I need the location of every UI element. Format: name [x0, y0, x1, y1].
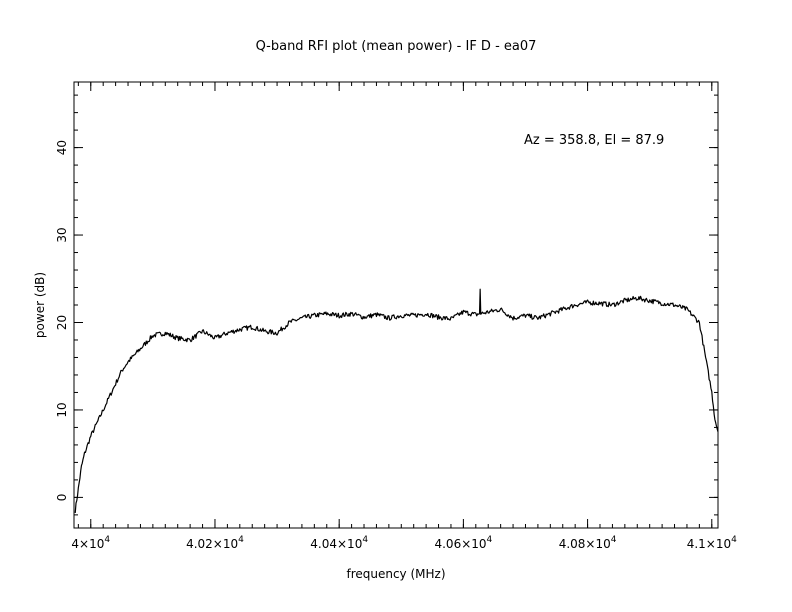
y-tick-label: 0 — [55, 494, 69, 502]
x-tick-label: 4.04×104 — [310, 535, 368, 551]
y-tick-label: 10 — [55, 402, 69, 417]
x-tick-label: 4×104 — [71, 535, 110, 551]
x-tick-label: 4.1×104 — [687, 535, 737, 551]
chart-title: Q-band RFI plot (mean power) - IF D - ea… — [256, 39, 537, 54]
az-el-annotation: Az = 358.8, El = 87.9 — [524, 133, 664, 148]
x-tick-label: 4.06×104 — [434, 535, 492, 551]
x-axis-label: frequency (MHz) — [346, 567, 445, 581]
power-series-line — [74, 288, 719, 513]
y-axis-label: power (dB) — [33, 272, 47, 338]
y-tick-label: 20 — [55, 315, 69, 330]
x-tick-label: 4.02×104 — [186, 535, 244, 551]
y-tick-label: 30 — [55, 227, 69, 242]
plot-frame — [73, 81, 719, 529]
x-tick-label: 4.08×104 — [559, 535, 617, 551]
axis-ticks — [74, 82, 718, 528]
y-tick-label: 40 — [55, 140, 69, 155]
axis-tick-labels: 4×104 4.02×104 4.04×104 4.06×104 4.08×104 4.1… — [55, 140, 737, 551]
